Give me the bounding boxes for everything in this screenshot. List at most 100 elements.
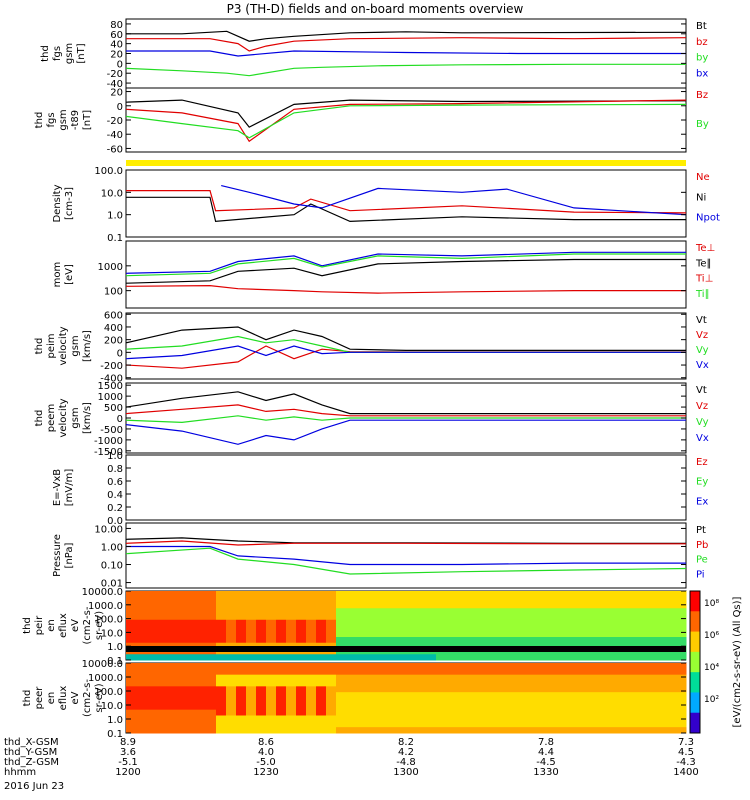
y-tick-label: 0.0 bbox=[107, 516, 123, 527]
spectrogram-cell bbox=[566, 698, 577, 705]
spectrogram-cell bbox=[666, 614, 677, 621]
spectrogram-cell bbox=[486, 721, 497, 728]
spectrogram-cell bbox=[196, 608, 207, 615]
spectrogram-cell bbox=[516, 663, 527, 670]
spectrogram-cell bbox=[276, 703, 287, 711]
spectrogram-cell bbox=[566, 642, 577, 649]
spectrogram-cell bbox=[196, 619, 207, 626]
spectrogram-cell bbox=[416, 663, 427, 670]
spectrogram-cell bbox=[516, 654, 527, 661]
spectrogram-cell bbox=[456, 619, 467, 626]
spectrogram-cell bbox=[676, 602, 687, 609]
spectrogram-cell bbox=[446, 625, 457, 632]
series-line-Te∥ bbox=[125, 258, 686, 284]
spectrogram-cell bbox=[396, 703, 407, 711]
spectrogram-cell bbox=[426, 709, 437, 716]
spectrogram-cell bbox=[636, 715, 647, 722]
spectrogram-cell bbox=[386, 721, 397, 728]
spectrogram-cell bbox=[486, 608, 497, 615]
spectrogram-cell bbox=[186, 663, 197, 670]
spectrogram-cell bbox=[526, 674, 537, 681]
spectrogram-cell bbox=[486, 619, 497, 626]
spectrogram-cell bbox=[276, 642, 287, 649]
spectrogram-cell bbox=[126, 591, 137, 598]
spectrogram-cell bbox=[636, 721, 647, 728]
spectrogram-cell bbox=[316, 663, 327, 670]
spectrogram-cell bbox=[506, 631, 517, 638]
spectrogram-cell bbox=[616, 709, 627, 716]
spectrogram-cell bbox=[656, 692, 667, 699]
series-line-By bbox=[125, 103, 687, 139]
spectrogram-cell bbox=[526, 727, 537, 734]
spectrogram-cell bbox=[346, 715, 357, 722]
spectrogram-cell bbox=[396, 602, 407, 609]
y-axis-label: gsm bbox=[64, 43, 75, 64]
spectrogram-cell bbox=[556, 703, 567, 711]
spectrogram-cell bbox=[506, 727, 517, 734]
spectrogram-cell bbox=[126, 686, 137, 693]
spectrogram-cell bbox=[426, 614, 437, 621]
spectrogram-cell bbox=[646, 642, 657, 649]
y-axis-label: mom bbox=[52, 262, 63, 288]
legend-Vx: Vx bbox=[696, 360, 709, 371]
spectrogram-cell bbox=[196, 721, 207, 728]
spectrogram-cell bbox=[586, 591, 597, 598]
spectrogram-cell bbox=[236, 596, 247, 603]
spectrogram-cell bbox=[586, 727, 597, 734]
spectrogram-cell bbox=[126, 614, 137, 621]
spectrogram-cell bbox=[546, 668, 557, 676]
spectrogram-cell bbox=[356, 631, 367, 638]
spectrogram-cell bbox=[356, 619, 367, 626]
spectrogram-cell bbox=[236, 674, 247, 681]
y-tick-label: 60 bbox=[110, 30, 123, 41]
spectrogram-cell bbox=[636, 674, 647, 681]
spectrogram-cell bbox=[426, 625, 437, 632]
spectrogram-cell bbox=[296, 721, 307, 728]
spectrogram-cell bbox=[316, 686, 327, 693]
spectrogram-cell bbox=[326, 591, 337, 598]
spectrogram-cell bbox=[646, 668, 657, 676]
spectrogram-cell bbox=[186, 709, 197, 716]
spectrogram-cell bbox=[186, 680, 197, 687]
spectrogram-cell bbox=[406, 642, 417, 649]
spectrogram-cell bbox=[286, 709, 297, 716]
spectrogram-cell bbox=[576, 596, 587, 603]
spectrogram-cell bbox=[556, 642, 567, 649]
spectrogram-cell bbox=[476, 703, 487, 711]
spectrogram-cell bbox=[316, 654, 327, 661]
spectrogram-cell bbox=[616, 637, 627, 644]
spectrogram-cell bbox=[546, 602, 557, 609]
y-tick-label: 100.0 bbox=[94, 166, 123, 177]
spectrogram-cell bbox=[136, 614, 147, 621]
spectrogram-cell bbox=[566, 591, 577, 598]
spectrogram-cell bbox=[206, 703, 217, 711]
spectrogram-cell bbox=[236, 625, 247, 632]
spectrogram-cell bbox=[226, 663, 237, 670]
spectrogram-cell bbox=[256, 631, 267, 638]
spectrogram-cell bbox=[246, 674, 257, 681]
spectrogram-cell bbox=[396, 727, 407, 734]
spectrogram-cell bbox=[266, 668, 277, 676]
spectrogram-cell bbox=[376, 663, 387, 670]
spectrogram-cell bbox=[416, 602, 427, 609]
spectrogram-cell bbox=[466, 654, 477, 661]
spectrogram-cell bbox=[596, 631, 607, 638]
spectrogram-cell bbox=[576, 631, 587, 638]
spectrogram-cell bbox=[546, 709, 557, 716]
spectrogram-cell bbox=[456, 642, 467, 649]
spectrogram-cell bbox=[286, 596, 297, 603]
spectrogram-cell bbox=[156, 692, 167, 699]
spectrogram-cell bbox=[256, 715, 267, 722]
spectrogram-cell bbox=[626, 608, 637, 615]
spectrogram-cell bbox=[326, 715, 337, 722]
spectrogram-cell bbox=[476, 614, 487, 621]
spectrogram-cell bbox=[616, 619, 627, 626]
spectrogram-cell bbox=[156, 591, 167, 598]
spectrogram-cell bbox=[466, 709, 477, 716]
spectrogram-cell bbox=[626, 654, 637, 661]
spectrogram-cell bbox=[406, 654, 417, 661]
spectrogram-cell bbox=[406, 619, 417, 626]
spectrogram-cell bbox=[446, 654, 457, 661]
spectrogram-cell bbox=[456, 625, 467, 632]
